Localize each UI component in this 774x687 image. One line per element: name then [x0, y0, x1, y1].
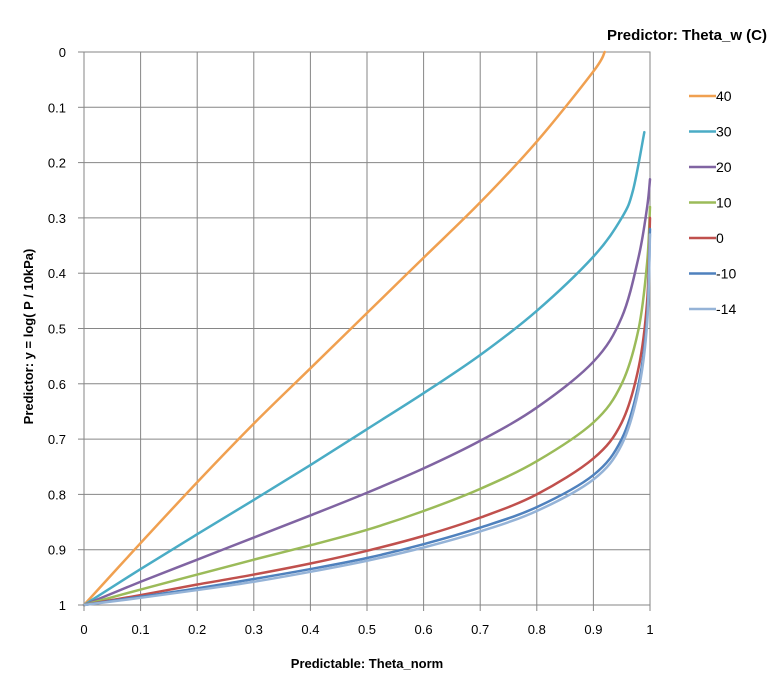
- series-line-20: [82, 177, 652, 607]
- y-tick-label: 0.1: [48, 100, 66, 115]
- x-tick-label: 0.4: [301, 622, 319, 637]
- y-axis-title: Predictor: y = log( P / 10kPa): [21, 249, 36, 425]
- x-tick-label: 0.3: [245, 622, 263, 637]
- y-tick-label: 0.6: [48, 377, 66, 392]
- legend-label: 20: [716, 159, 732, 175]
- y-tick-label: 0.4: [48, 266, 66, 281]
- x-tick-label: 1: [646, 622, 653, 637]
- x-tick-label: 0.7: [471, 622, 489, 637]
- x-tick-label: 0.2: [188, 622, 206, 637]
- x-tick-label: 0: [80, 622, 87, 637]
- y-tick-label: 0.3: [48, 211, 66, 226]
- legend-label: -14: [716, 301, 736, 317]
- series-line-10: [82, 205, 652, 607]
- y-tick-label: 0.2: [48, 156, 66, 171]
- x-tick-label: 0.5: [358, 622, 376, 637]
- x-tick-label: 0.9: [584, 622, 602, 637]
- y-tick-label: 0: [59, 45, 66, 60]
- series-line-0: [82, 216, 652, 607]
- y-tick-label: 0.7: [48, 432, 66, 447]
- x-tick-label: 0.8: [528, 622, 546, 637]
- legend-label: 40: [716, 88, 732, 104]
- series-line-30: [82, 130, 646, 607]
- x-tick-label: 0.1: [132, 622, 150, 637]
- x-axis-title: Predictable: Theta_norm: [291, 656, 443, 671]
- series-line-40: [82, 50, 606, 607]
- legend: 40 30 20 10 0 -10 -14: [689, 88, 736, 317]
- y-tick-label: 0.9: [48, 543, 66, 558]
- legend-label: 30: [716, 124, 732, 140]
- series-lines: [82, 50, 652, 607]
- y-tick-label: 0.5: [48, 322, 66, 337]
- grid-lines: [83, 51, 651, 606]
- series-line--14: [82, 233, 652, 607]
- y-tick-label: 0.8: [48, 487, 66, 502]
- legend-title: Predictor: Theta_w (C): [607, 27, 767, 44]
- legend-label: 10: [716, 195, 732, 211]
- legend-label: 0: [716, 230, 724, 246]
- x-axis-ticks: 0 0.1 0.2 0.3 0.4 0.5 0.6 0.7 0.8 0.9 1: [80, 605, 654, 637]
- y-axis-ticks: 0 0.1 0.2 0.3 0.4 0.5 0.6 0.7 0.8 0.9 1: [48, 45, 84, 613]
- y-tick-label: 1: [59, 598, 66, 613]
- legend-label: -10: [716, 266, 736, 282]
- x-tick-label: 0.6: [415, 622, 433, 637]
